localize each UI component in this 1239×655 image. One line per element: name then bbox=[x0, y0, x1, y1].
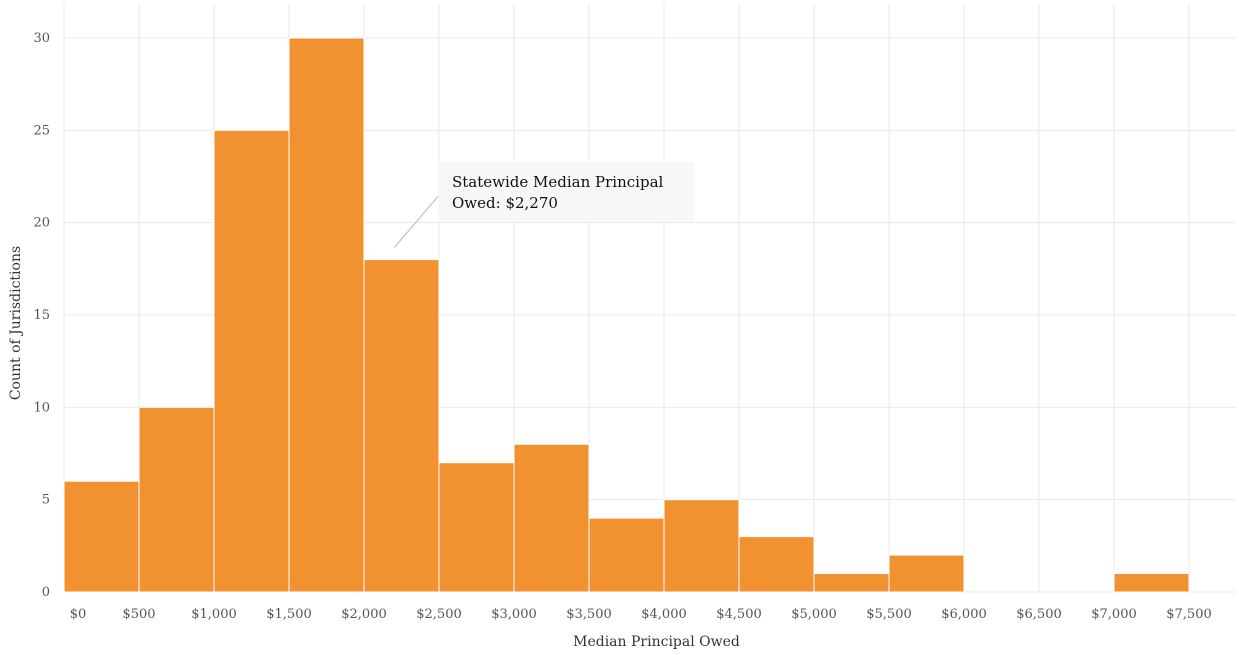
histogram-bar bbox=[364, 260, 439, 592]
x-tick-label: $2,500 bbox=[416, 607, 462, 622]
y-tick-label: 15 bbox=[33, 308, 50, 323]
annotation-line-2: Owed: $2,270 bbox=[452, 194, 558, 212]
x-tick-label: $3,000 bbox=[491, 607, 537, 622]
x-tick-label: $1,500 bbox=[266, 607, 312, 622]
y-tick-label: 30 bbox=[33, 31, 50, 46]
histogram-bar bbox=[814, 574, 889, 592]
x-axis-title: Median Principal Owed bbox=[573, 634, 740, 650]
x-tick-label: $500 bbox=[122, 607, 155, 622]
x-tick-label: $4,000 bbox=[641, 607, 687, 622]
y-tick-label: 10 bbox=[33, 400, 50, 415]
histogram-bar bbox=[514, 444, 589, 592]
histogram-bar bbox=[64, 481, 139, 592]
histogram-bar bbox=[1114, 574, 1189, 592]
histogram-bar bbox=[889, 555, 964, 592]
y-tick-label: 25 bbox=[33, 123, 50, 138]
histogram-bar bbox=[589, 518, 664, 592]
y-tick-label: 5 bbox=[42, 493, 50, 508]
y-axis-title: Count of Jurisdictions bbox=[8, 246, 24, 400]
x-tick-label: $7,500 bbox=[1166, 607, 1212, 622]
histogram-bar bbox=[289, 38, 364, 592]
annotation-connector-line bbox=[395, 194, 441, 247]
x-tick-label: $7,000 bbox=[1091, 607, 1137, 622]
x-tick-label: $6,500 bbox=[1016, 607, 1062, 622]
x-tick-label: $0 bbox=[70, 607, 87, 622]
y-tick-label: 20 bbox=[33, 216, 50, 231]
y-tick-label: 0 bbox=[42, 585, 50, 600]
histogram-bar bbox=[439, 463, 514, 592]
histogram-bar bbox=[214, 130, 289, 592]
x-tick-label: $5,000 bbox=[791, 607, 837, 622]
histogram-bar bbox=[139, 407, 214, 592]
x-tick-label: $6,000 bbox=[941, 607, 987, 622]
x-tick-label: $3,500 bbox=[566, 607, 612, 622]
x-tick-label: $1,000 bbox=[191, 607, 237, 622]
annotation-line-1: Statewide Median Principal bbox=[452, 173, 664, 191]
x-tick-label: $4,500 bbox=[716, 607, 762, 622]
x-tick-label: $5,500 bbox=[866, 607, 912, 622]
x-tick-label: $2,000 bbox=[341, 607, 387, 622]
annotation-box bbox=[438, 162, 694, 222]
histogram-bar bbox=[739, 537, 814, 592]
histogram-bar bbox=[664, 500, 739, 592]
